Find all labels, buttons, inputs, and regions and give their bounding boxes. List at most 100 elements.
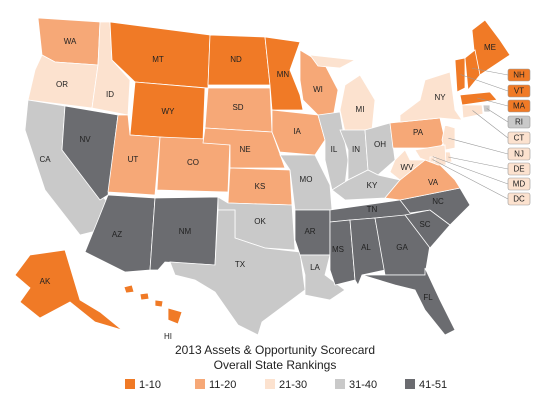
label-box	[507, 84, 531, 98]
state-shape	[364, 122, 396, 176]
state-label: FL	[423, 293, 433, 302]
state-label: MS	[332, 245, 344, 254]
state-label: IN	[352, 145, 360, 154]
subtitle: Overall State Rankings	[214, 358, 337, 372]
state-label: UT	[128, 155, 139, 164]
state-label: OK	[254, 217, 266, 226]
title: 2013 Assets & Opportunity Scorecard	[175, 343, 375, 357]
legend-label: 41-51	[419, 379, 447, 391]
state-label: MD	[513, 180, 526, 189]
leader-line	[460, 74, 509, 92]
state-label: TN	[367, 205, 378, 214]
legend-label: 21-30	[279, 379, 307, 391]
state-label: AL	[361, 243, 371, 252]
state-label: NV	[79, 135, 91, 144]
state-label: AZ	[112, 230, 122, 239]
legend-swatch	[125, 379, 135, 389]
state-label: NM	[179, 227, 192, 236]
state-label: IA	[293, 127, 301, 136]
state-shape	[169, 209, 306, 336]
leader-line	[472, 110, 509, 139]
state-shape	[441, 124, 456, 151]
state-shape	[361, 267, 456, 336]
state-label: NE	[239, 145, 250, 154]
state-label: ME	[484, 43, 496, 52]
legend-swatch	[335, 379, 345, 389]
state-label: KY	[367, 181, 378, 190]
state-label: CO	[187, 158, 199, 167]
state-shape	[399, 71, 463, 123]
state-shape	[482, 104, 491, 113]
state-label: ID	[106, 90, 114, 99]
state-shape	[464, 49, 481, 92]
state-shape	[454, 57, 466, 93]
state-label: DE	[513, 165, 524, 174]
state-label: NC	[432, 197, 444, 206]
state-label: VA	[428, 178, 439, 187]
state-label: WY	[162, 107, 176, 116]
state-label: GA	[396, 243, 408, 252]
state-label: PA	[413, 128, 424, 137]
label-box	[507, 177, 531, 191]
state-label: MI	[356, 105, 365, 114]
state-label: MO	[300, 175, 313, 184]
leader-line	[477, 97, 509, 107]
leader-line	[448, 137, 509, 155]
state-label: NY	[434, 93, 446, 102]
legend-swatch	[405, 379, 415, 389]
state-label: NH	[513, 71, 525, 80]
state-label: NJ	[514, 150, 524, 159]
legend-label: 31-40	[349, 379, 377, 391]
leader-line	[486, 108, 509, 123]
state-label: IL	[331, 145, 338, 154]
legend-label: 11-20	[209, 379, 236, 391]
state-label: CA	[39, 155, 51, 164]
state-label: TX	[235, 260, 246, 269]
state-label: VT	[514, 87, 524, 96]
state-label: WA	[64, 37, 77, 46]
label-box	[507, 192, 531, 206]
legend-swatch	[195, 379, 205, 389]
state-label: OR	[56, 80, 68, 89]
state-label: AK	[40, 277, 51, 286]
state-shape	[331, 169, 401, 201]
state-shape	[414, 144, 447, 166]
legend-label: 1-10	[139, 379, 161, 391]
state-shape	[264, 36, 304, 111]
legend-swatch	[265, 379, 275, 389]
state-label: HI	[164, 332, 172, 341]
labels: WA OR CA NV ID MT WY UT AZ CO NM ND SD NE KS OK TX MN IA MO…	[39, 37, 531, 341]
label-box	[507, 131, 531, 145]
state-label: KS	[255, 182, 266, 191]
label-box	[507, 162, 531, 176]
state-label: MT	[152, 55, 164, 64]
label-box	[507, 68, 531, 82]
label-box	[507, 147, 531, 161]
state-label: CT	[514, 134, 525, 143]
state-label: OH	[374, 140, 386, 149]
state-label: SC	[419, 220, 430, 229]
state-label: DC	[513, 195, 525, 204]
state-shape	[389, 149, 427, 181]
state-label: LA	[310, 263, 320, 272]
label-box	[507, 115, 531, 129]
state-label: AR	[304, 227, 315, 236]
state-label: SD	[232, 103, 243, 112]
states	[14, 17, 511, 336]
state-shape	[14, 249, 123, 331]
state-label: RI	[515, 118, 523, 127]
leader-line	[448, 156, 509, 170]
label-box	[507, 99, 531, 113]
leader-line	[471, 67, 509, 76]
state-label: WI	[313, 85, 323, 94]
state-label: WV	[401, 163, 415, 172]
state-label: MA	[513, 102, 526, 111]
leader-line	[432, 159, 509, 200]
leader-line	[432, 156, 509, 185]
state-shape	[123, 284, 183, 325]
state-label: MN	[277, 70, 290, 79]
state-label: ND	[230, 55, 242, 64]
legend: 1-10 11-20 21-30 31-40 41-51	[125, 379, 447, 391]
state-shape	[299, 254, 346, 301]
